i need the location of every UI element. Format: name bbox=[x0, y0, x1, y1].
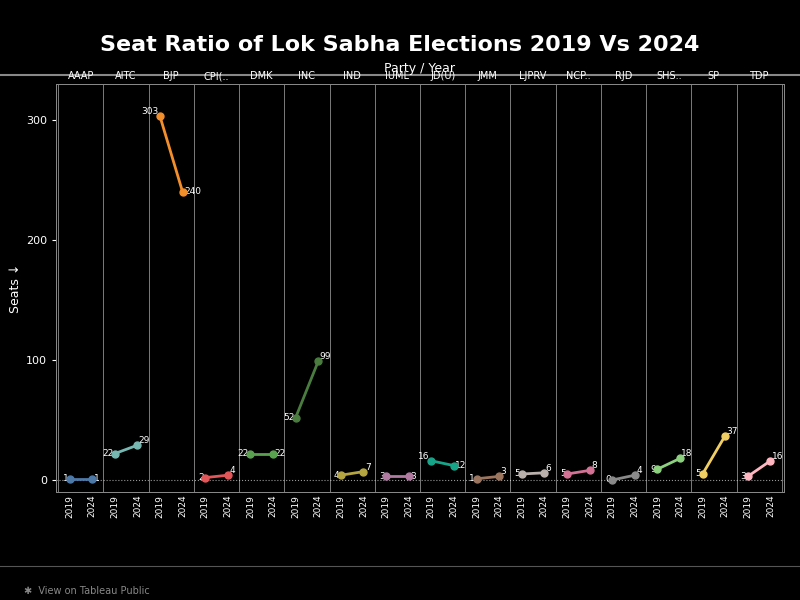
Text: 22: 22 bbox=[238, 449, 249, 458]
Text: 2: 2 bbox=[198, 473, 204, 482]
Text: 7: 7 bbox=[365, 463, 370, 472]
Text: 3: 3 bbox=[379, 472, 385, 481]
Text: 5: 5 bbox=[514, 469, 520, 478]
Text: 18: 18 bbox=[682, 449, 693, 458]
Text: 29: 29 bbox=[138, 436, 150, 445]
Text: 1: 1 bbox=[62, 474, 68, 483]
Text: 1: 1 bbox=[470, 474, 475, 483]
Text: 6: 6 bbox=[546, 464, 551, 473]
Y-axis label: Seats ↓: Seats ↓ bbox=[9, 263, 22, 313]
Text: 16: 16 bbox=[418, 452, 430, 461]
Text: 99: 99 bbox=[320, 352, 331, 361]
Text: Party / Year: Party / Year bbox=[385, 62, 455, 75]
Text: ✱  View on Tableau Public: ✱ View on Tableau Public bbox=[24, 586, 150, 596]
Text: 37: 37 bbox=[726, 427, 738, 436]
Text: 9: 9 bbox=[650, 464, 656, 473]
Text: Seat Ratio of Lok Sabha Elections 2019 Vs 2024: Seat Ratio of Lok Sabha Elections 2019 V… bbox=[100, 35, 700, 55]
Text: 303: 303 bbox=[142, 107, 158, 116]
Text: 12: 12 bbox=[455, 461, 466, 470]
Text: 4: 4 bbox=[334, 470, 339, 479]
Text: 5: 5 bbox=[560, 469, 566, 478]
Text: 4: 4 bbox=[636, 466, 642, 475]
Text: 3: 3 bbox=[501, 467, 506, 476]
Text: 4: 4 bbox=[229, 466, 235, 475]
Text: 16: 16 bbox=[772, 452, 783, 461]
Text: 8: 8 bbox=[591, 461, 597, 470]
Text: 52: 52 bbox=[283, 413, 294, 422]
Text: 0: 0 bbox=[605, 475, 611, 484]
Text: 3: 3 bbox=[410, 472, 416, 481]
Text: 1: 1 bbox=[94, 474, 99, 483]
Text: 22: 22 bbox=[102, 449, 114, 458]
Text: 240: 240 bbox=[184, 187, 201, 196]
Text: 22: 22 bbox=[274, 449, 286, 458]
Text: 5: 5 bbox=[695, 469, 702, 478]
Text: 3: 3 bbox=[741, 472, 746, 481]
